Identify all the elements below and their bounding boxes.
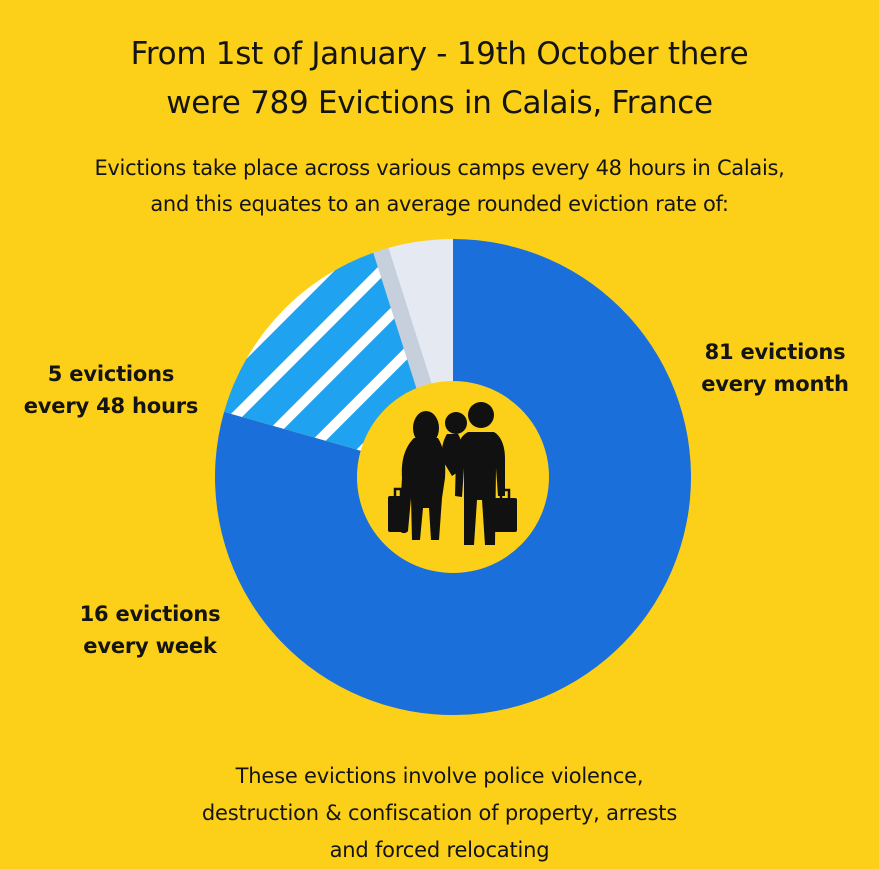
footer-line-3: and forced relocating (329, 838, 550, 862)
subtitle-line-1: Evictions take place across various camp… (94, 156, 785, 180)
subtitle: Evictions take place across various camp… (0, 150, 879, 222)
subtitle-line-2: and this equates to an average rounded e… (150, 192, 729, 216)
slice-label-48-hours: 5 evictions every 48 hours (23, 362, 199, 418)
page-title: From 1st of January - 19th October there… (0, 30, 879, 128)
donut-hole (357, 381, 549, 573)
footer-line-1: These evictions involve police violence, (235, 764, 644, 788)
footer-note: These evictions involve police violence,… (0, 758, 879, 869)
title-line-1: From 1st of January - 19th October there (130, 36, 749, 72)
slice-label-week: 16 evictions every week (79, 602, 221, 658)
slice-label-month: 81 evictions every month (701, 340, 849, 396)
footer-line-2: destruction & confiscation of property, … (201, 801, 678, 825)
title-line-2: were 789 Evictions in Calais, France (166, 85, 713, 121)
family-with-luggage-icon (388, 402, 517, 545)
